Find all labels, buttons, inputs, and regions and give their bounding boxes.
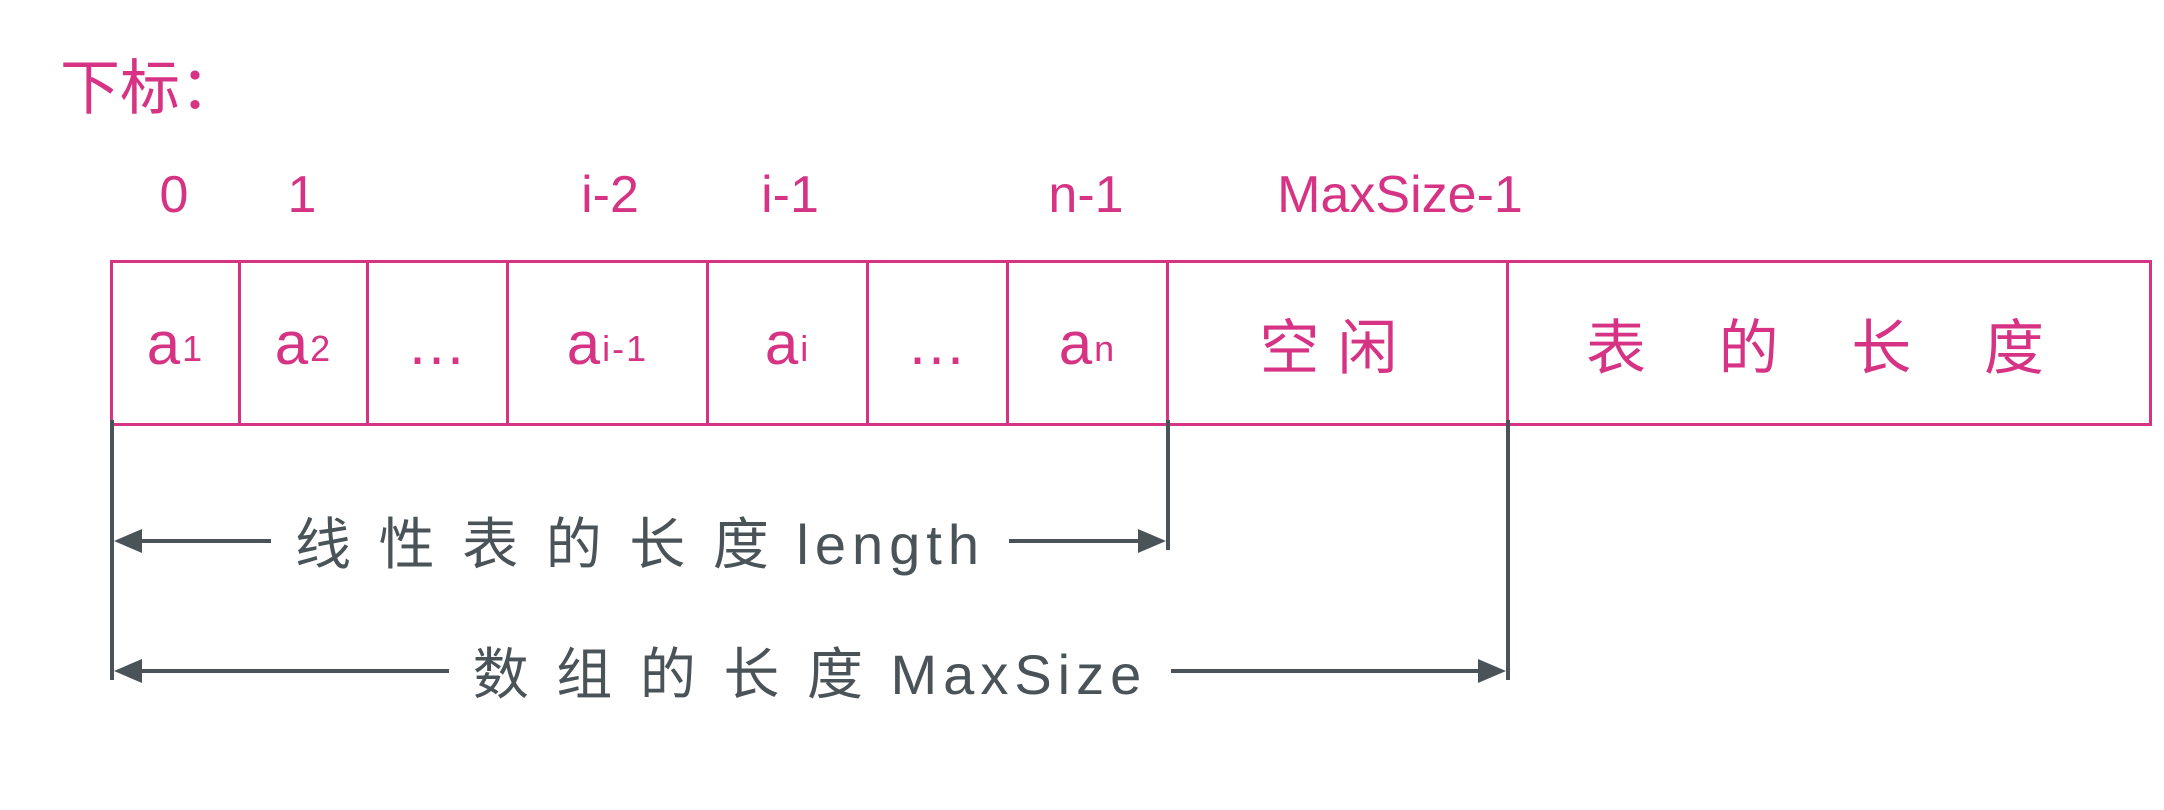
cell-ai-minus-1-sub: i-1 [602, 328, 648, 370]
arrow-left-icon [114, 529, 142, 553]
index-n-minus-1: n-1 [1048, 165, 1123, 225]
cell-ai-base: a [765, 309, 800, 378]
dim-line [1171, 669, 1478, 673]
arrow-right-icon [1478, 659, 1506, 683]
index-i-minus-2: i-2 [581, 165, 639, 225]
cell-a1: a1 [113, 263, 241, 423]
dim-line [142, 669, 449, 673]
cell-a2: a2 [241, 263, 369, 423]
cell-an-base: a [1059, 309, 1094, 378]
cell-an: an [1009, 263, 1169, 423]
dimension-length: 线 性 表 的 长 度 length [114, 500, 1166, 581]
array-diagram: 下标： 0 1 i-2 i-1 n-1 MaxSize-1 a1 a2 … ai… [0, 0, 2164, 810]
dimension-maxsize-label: 数 组 的 长 度 MaxSize [449, 630, 1172, 711]
dim-line [142, 539, 271, 543]
cell-row: a1 a2 … ai-1 ai … an 空闲 表 的 长 度 [110, 260, 2152, 426]
index-0: 0 [160, 165, 189, 225]
cell-a2-sub: 2 [310, 328, 332, 370]
cell-a1-sub: 1 [182, 328, 204, 370]
title-label: 下标： [60, 40, 240, 127]
arrow-right-icon [1138, 529, 1166, 553]
cell-free: 空闲 [1169, 263, 1509, 423]
cell-ai-sub: i [800, 328, 810, 370]
tick-length-end [1166, 420, 1170, 550]
dimension-length-label: 线 性 表 的 长 度 length [271, 500, 1009, 581]
cell-table-length: 表 的 长 度 [1509, 263, 2149, 423]
dim-line [1009, 539, 1138, 543]
cell-ai: ai [709, 263, 869, 423]
arrow-left-icon [114, 659, 142, 683]
cell-ellipsis-1: … [369, 263, 509, 423]
index-i-minus-1: i-1 [761, 165, 819, 225]
cell-a2-base: a [275, 309, 310, 378]
dimension-maxsize: 数 组 的 长 度 MaxSize [114, 630, 1506, 711]
cell-a1-base: a [147, 309, 182, 378]
cell-ellipsis-2: … [869, 263, 1009, 423]
index-maxsize-minus-1: MaxSize-1 [1277, 165, 1523, 225]
cell-ai-minus-1-base: a [567, 309, 602, 378]
tick-maxsize-end [1506, 420, 1510, 680]
index-1: 1 [288, 165, 317, 225]
cell-ai-minus-1: ai-1 [509, 263, 709, 423]
cell-an-sub: n [1094, 328, 1116, 370]
